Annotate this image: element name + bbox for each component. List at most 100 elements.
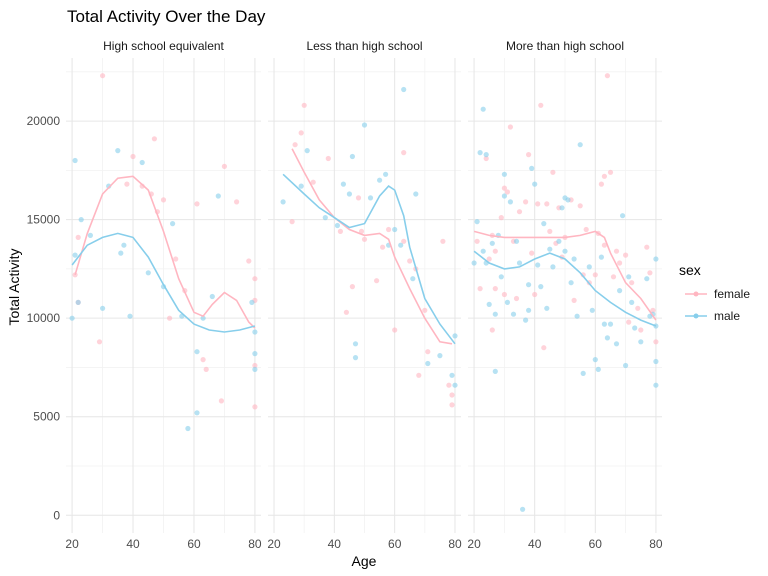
data-point-female [629,280,635,286]
data-point-female [504,189,510,195]
data-point-female [96,339,103,345]
data-point-male [623,362,629,369]
data-point-male [613,341,620,347]
data-point-male [334,222,340,229]
data-point-female [292,142,298,148]
y-tick-label: 10000 [27,311,61,325]
data-point-female [489,327,495,333]
data-point-male [492,311,498,317]
y-tick-label: 0 [53,508,60,522]
data-point-male [513,238,520,244]
data-point-male [480,248,486,254]
data-point-male [194,410,200,416]
data-point-female [541,345,547,351]
legend-male-dot [693,313,699,319]
x-tick-label: 80 [248,537,262,551]
data-point-male [507,199,513,205]
data-point-male [620,213,626,219]
data-point-male [398,242,404,248]
y-tick-label: 15000 [27,213,61,227]
data-point-male [653,382,659,388]
data-point-female [422,307,428,313]
data-point-male [115,148,121,154]
legend-label-male: male [714,309,740,323]
smooth-line-female [473,230,657,321]
data-point-female [623,252,629,258]
data-point-male [504,299,510,305]
data-point-female [252,362,258,369]
x-tick-label: 80 [649,537,663,551]
data-point-female [613,248,620,254]
data-point-male [346,191,352,197]
data-point-female [151,136,157,142]
data-point-female [200,357,206,363]
panel-0 [66,58,261,533]
data-point-female [644,244,650,250]
data-point-female [392,327,398,333]
data-point-male [118,250,124,256]
data-point-male [413,191,419,197]
data-point-male [595,366,601,372]
data-point-male [589,307,595,313]
data-point-male [449,372,455,378]
legend-title: sex [679,262,701,278]
data-point-male [535,262,541,268]
data-point-male [78,217,84,223]
y-tick-label: 5000 [33,410,60,424]
data-point-male [72,157,78,164]
data-point-male [437,353,443,359]
data-point-female [507,124,513,130]
data-point-male [598,254,605,260]
data-point-female [477,286,483,292]
data-point-male [568,280,574,286]
data-point-female [301,102,307,108]
data-point-female [355,195,362,201]
data-point-female [583,226,589,233]
data-point-male [653,256,659,262]
data-point-female [218,398,224,404]
data-point-male [121,242,127,248]
data-point-female [601,242,608,248]
data-point-male [249,299,255,305]
data-point-male [367,195,374,201]
smooth-line-male [473,250,657,327]
data-point-female [532,291,538,298]
data-point-male [474,219,480,225]
data-point-male [547,246,553,252]
data-point-female [167,315,173,321]
data-point-female [571,297,577,303]
data-point-male [562,248,568,254]
data-point-female [486,256,492,262]
data-point-male [452,382,458,388]
data-point-male [322,215,328,221]
data-point-male [483,152,489,158]
smooth-line-male [71,232,256,333]
panel-2 [468,58,662,533]
data-point-male [139,159,145,166]
data-point-male [452,333,458,339]
data-point-male [501,193,507,199]
data-point-male [541,221,547,227]
data-point-male [489,240,495,246]
data-point-male [209,293,215,300]
data-point-male [532,181,538,187]
data-point-male [492,368,498,374]
data-point-female [635,305,641,311]
data-point-female [374,278,380,284]
data-point-male [477,150,483,156]
data-point-female [160,197,167,203]
data-point-female [592,272,598,278]
data-point-male [425,360,431,367]
data-point-male [538,284,544,290]
data-point-male [580,370,586,376]
data-point-female [626,319,632,325]
data-point-male [170,221,176,227]
data-point-female [492,248,498,254]
data-point-male [626,274,632,280]
data-point-female [194,201,200,207]
data-point-male [252,329,258,335]
smooth-line-female [74,175,256,329]
data-point-female [638,327,644,333]
x-tick-label: 60 [589,537,603,551]
